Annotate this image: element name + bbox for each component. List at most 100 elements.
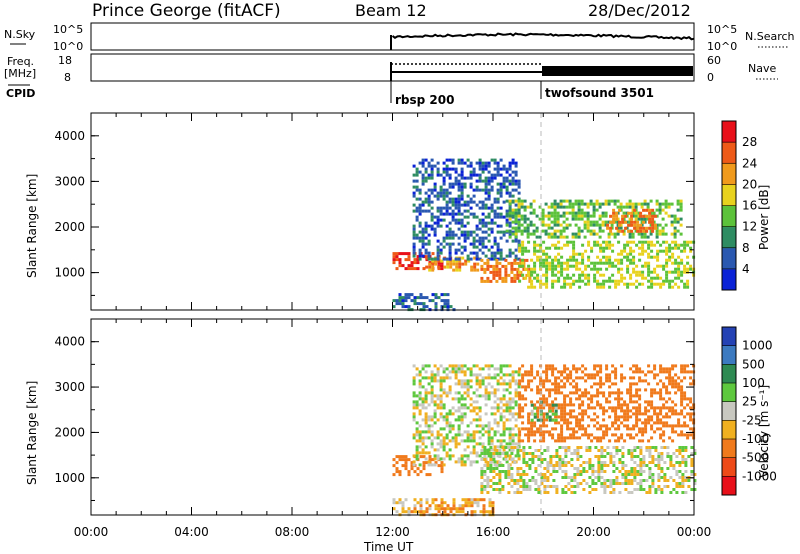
velocity-cell <box>531 461 535 464</box>
velocity-cell <box>621 461 625 464</box>
power-cell <box>655 208 659 212</box>
velocity-cell <box>662 397 666 401</box>
velocity-cell <box>624 476 628 479</box>
power-cell <box>424 230 428 234</box>
velocity-cell <box>593 382 597 386</box>
velocity-cell <box>442 403 446 407</box>
velocity-cell <box>648 473 652 476</box>
power-cell <box>647 270 651 274</box>
velocity-cell <box>433 415 437 419</box>
velocity-cell <box>674 373 678 377</box>
velocity-cell <box>618 449 622 452</box>
power-cell <box>430 200 434 204</box>
velocity-cell <box>395 501 399 505</box>
power-cell <box>439 191 443 195</box>
power-cell <box>668 270 672 274</box>
power-cell <box>642 220 646 224</box>
power-cell <box>592 214 596 218</box>
velocity-cell <box>445 391 449 395</box>
power-cell <box>498 267 502 271</box>
velocity-cell <box>563 415 567 419</box>
velocity-cell <box>666 467 670 470</box>
velocity-cell <box>498 452 502 455</box>
velocity-cell <box>617 397 621 401</box>
velocity-cell <box>492 482 496 485</box>
power-cell <box>679 205 683 209</box>
power-cell <box>578 285 582 289</box>
velocity-cell <box>484 391 488 395</box>
power-cell <box>608 276 612 280</box>
velocity-cell <box>675 470 679 473</box>
power-cell <box>671 279 675 283</box>
velocity-cell <box>436 379 440 383</box>
power-cell <box>601 223 605 227</box>
velocity-cell <box>430 445 434 449</box>
power-cell <box>587 279 591 283</box>
velocity-cell <box>669 491 673 494</box>
velocity-cell <box>430 439 434 443</box>
velocity-cell <box>615 452 619 455</box>
power-cell <box>632 261 636 265</box>
velocity-cell <box>392 458 396 462</box>
power-cell <box>487 227 491 231</box>
velocity-cell <box>521 409 525 413</box>
velocity-cell <box>481 394 485 398</box>
power-cell <box>545 255 549 259</box>
power-cell <box>430 224 434 228</box>
power-cell <box>499 215 503 219</box>
velocity-cell <box>557 403 561 407</box>
velocity-cell <box>591 467 595 470</box>
velocity-cell <box>454 376 458 380</box>
velocity-cell <box>681 479 685 482</box>
velocity-cell <box>633 455 637 458</box>
velocity-cell <box>454 409 458 413</box>
power-cell <box>562 205 566 209</box>
velocity-cell <box>511 370 515 374</box>
power-cell <box>580 211 584 215</box>
velocity-cell <box>480 485 484 488</box>
velocity-cell <box>638 409 642 413</box>
velocity-cell <box>496 424 500 428</box>
power-cell <box>418 230 422 234</box>
power-cell <box>418 248 422 252</box>
velocity-cell <box>645 446 649 449</box>
velocity-cell <box>514 388 518 392</box>
velocity-cell <box>510 446 514 449</box>
power-cell <box>584 276 588 280</box>
power-cell <box>557 270 561 274</box>
velocity-cell <box>537 449 541 452</box>
power-cell <box>656 252 660 256</box>
velocity-cell <box>563 412 567 416</box>
velocity-cell <box>674 382 678 386</box>
velocity-cell <box>546 464 550 467</box>
power-cell <box>586 217 590 221</box>
velocity-cell <box>563 376 567 380</box>
velocity-cell <box>690 464 694 467</box>
velocity-cbar-segment <box>722 457 736 477</box>
power-cell <box>413 299 417 303</box>
velocity-cell <box>546 446 550 449</box>
power-cell <box>448 245 452 249</box>
velocity-cell <box>578 427 582 431</box>
power-cell <box>493 167 497 171</box>
velocity-cell <box>439 439 443 443</box>
power-cell <box>508 202 512 206</box>
velocity-cell <box>416 501 420 505</box>
power-cell <box>671 285 675 289</box>
velocity-cell <box>644 421 648 425</box>
power-cell <box>529 202 533 206</box>
velocity-cell <box>633 467 637 470</box>
velocity-cell <box>418 379 422 383</box>
velocity-cell <box>597 473 601 476</box>
power-cell <box>544 223 548 227</box>
velocity-cell <box>511 436 515 440</box>
velocity-cell <box>464 501 468 505</box>
velocity-cell <box>439 457 443 461</box>
velocity-cell <box>624 470 628 473</box>
velocity-cell <box>557 436 561 440</box>
power-cell <box>673 220 677 224</box>
power-cell <box>643 217 647 221</box>
velocity-cell <box>502 382 506 386</box>
velocity-cell <box>569 421 573 425</box>
power-cell <box>427 164 431 168</box>
